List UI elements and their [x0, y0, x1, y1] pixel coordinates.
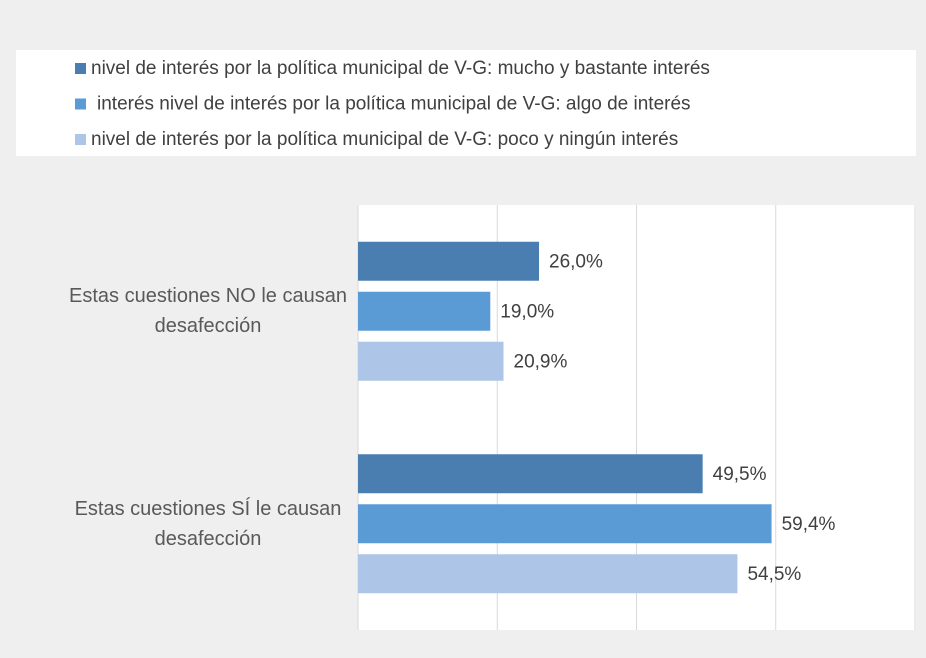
data-label: 26,0% — [549, 251, 603, 272]
data-label: 54,5% — [747, 564, 801, 585]
data-label: 49,5% — [713, 464, 767, 485]
category-label: Estas cuestiones SÍ le causan desafecció… — [74, 497, 342, 550]
data-label: 19,0% — [500, 301, 554, 322]
bar — [358, 241, 540, 281]
legend-label: interés nivel de interés por la política… — [97, 94, 691, 115]
bar — [358, 504, 772, 544]
bar — [358, 291, 491, 331]
data-label: 59,4% — [782, 514, 836, 535]
bar — [358, 554, 738, 594]
bar — [358, 454, 703, 494]
bar — [358, 341, 504, 381]
legend-label: nivel de interés por la política municip… — [91, 58, 710, 79]
legend-swatch — [75, 134, 86, 145]
category-label: Estas cuestiones NO le causan desafecció… — [69, 285, 347, 338]
legend-box — [16, 50, 916, 156]
data-label: 20,9% — [514, 351, 568, 372]
legend-swatch — [75, 63, 86, 74]
legend-label: nivel de interés por la política municip… — [91, 129, 678, 150]
legend-swatch — [75, 98, 86, 110]
